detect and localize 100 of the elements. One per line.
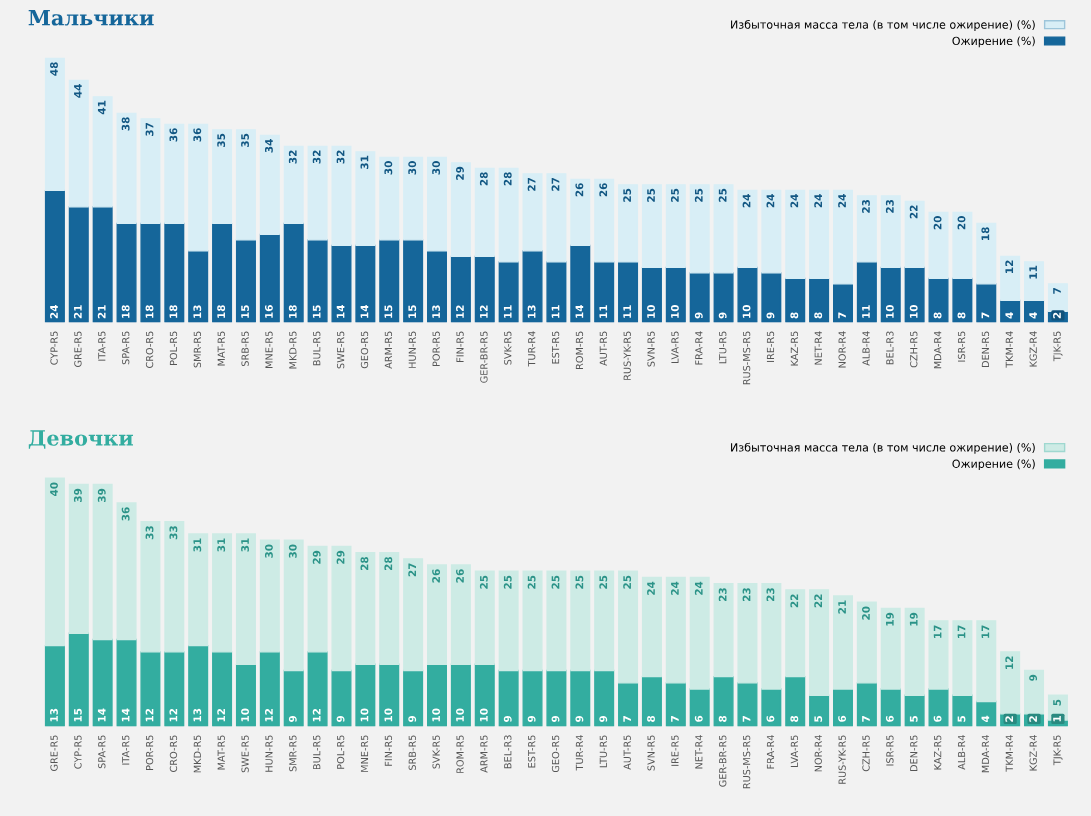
total-label: 26 [456,569,464,583]
total-label: 37 [145,122,154,136]
total-label: 7 [1053,287,1061,294]
data-label: 5 [909,716,918,722]
x-tick-label: POR-R5 [145,735,154,770]
x-tick-label: SRB-R5 [408,735,416,770]
x-tick-label: ARM-R5 [480,735,488,773]
total-label: 30 [264,544,273,558]
total-label: 29 [312,550,321,564]
x-tick-label: SWE-R5 [336,331,345,369]
total-label: 24 [670,581,679,595]
total-label: 23 [885,199,894,213]
data-label: 2 [1005,716,1014,722]
x-tick-label: BUL-R5 [313,331,321,366]
total-label: 24 [742,194,751,208]
data-label: 8 [790,715,799,722]
data-label: 9 [288,715,297,722]
x-tick-label: CRO-R5 [169,735,178,772]
total-label: 25 [718,188,727,202]
total-label: 48 [50,62,58,76]
total-label: 29 [456,166,464,180]
total-label: 28 [479,172,488,186]
total-label: 39 [97,488,106,502]
x-tick-label: HUN-R5 [265,735,273,772]
x-tick-label: GEO-R5 [360,331,369,369]
total-label: 11 [1029,265,1037,279]
x-tick-label: MDA-R4 [981,735,989,773]
total-label: 24 [694,581,703,595]
data-label: 9 [599,715,608,722]
total-label: 23 [718,588,727,602]
data-label: 10 [384,708,393,722]
x-tick-label: LVA-R5 [790,735,799,767]
total-label: 27 [527,177,536,191]
data-label: 15 [312,305,321,318]
data-label: 11 [599,305,608,318]
data-label: 13 [193,708,202,722]
x-tick-label: NOR-R4 [814,735,822,772]
data-label: 7 [671,716,679,722]
total-label: 28 [503,172,512,186]
x-tick-label: SRB-R5 [241,331,249,367]
x-tick-label: CYP-R5 [50,331,58,365]
legend-label: Избыточная масса тела (в том числе ожирение) (%) [731,442,1035,454]
data-label: 10 [360,708,369,722]
x-tick-label: BEL-R3 [886,331,894,365]
x-tick-label: CZH-R5 [910,331,918,368]
x-tick-label: SVN-R5 [647,735,655,771]
x-tick-label: ITA-R5 [122,735,130,765]
total-label: 9 [1029,674,1038,681]
total-label: 22 [909,205,918,219]
total-label: 26 [432,569,441,583]
data-label: 10 [241,708,249,722]
total-label: 32 [336,150,345,164]
x-tick-label: NOR-R4 [838,331,846,368]
data-label: 11 [862,305,870,318]
x-tick-label: TJK-R5 [1053,331,1063,362]
data-label: 12 [264,708,273,722]
x-tick-label: ITA-R5 [98,331,106,361]
x-tick-label: EST-R5 [528,735,536,768]
data-label: 11 [503,305,512,318]
x-tick-label: MNE-R5 [265,331,273,368]
data-label: 7 [862,716,870,722]
data-label: 2 [1053,312,1061,319]
data-label: 6 [933,715,942,722]
total-label: 25 [599,575,608,589]
x-tick-label: LTU-R5 [719,331,727,364]
data-label: 13 [527,305,536,318]
total-label: 30 [432,161,441,175]
total-label: 44 [74,84,82,98]
data-label: 15 [241,305,249,318]
total-label: 34 [264,139,273,153]
data-label: 11 [551,305,560,318]
x-tick-label: FRA-R4 [766,735,775,769]
x-tick-label: KAZ-R5 [790,331,799,366]
total-label: 33 [169,526,178,540]
x-tick-label: MKD-R5 [193,735,202,773]
legend-label: Ожирение (%) [952,36,1035,48]
total-label: 25 [623,188,632,202]
x-tick-label: TUR-R4 [528,331,536,367]
total-label: 39 [73,488,82,502]
data-label: 9 [694,312,703,319]
x-tick-label: ROM-R5 [456,735,464,773]
x-tick-label: ALB-R4 [957,735,966,770]
data-label: 5 [957,716,966,722]
total-label: 40 [50,482,58,496]
x-tick-label: KGZ-R4 [1029,735,1037,771]
data-label: 18 [217,305,226,318]
x-tick-label: NET-R4 [695,735,703,769]
x-tick-label: IRE-R5 [766,331,775,362]
data-label: 9 [575,715,584,722]
total-label: 29 [336,550,345,564]
x-tick-label: POL-R5 [169,331,178,365]
x-tick-label: RUS-YK-R5 [623,331,631,380]
data-label: 10 [885,305,894,318]
x-tick-label: POR-R5 [432,331,440,367]
data-label: 18 [288,305,297,318]
data-label: 21 [97,305,106,319]
data-label: 14 [360,305,369,318]
total-label: 25 [694,188,703,202]
data-label: 14 [97,708,106,722]
total-label: 31 [193,538,202,552]
